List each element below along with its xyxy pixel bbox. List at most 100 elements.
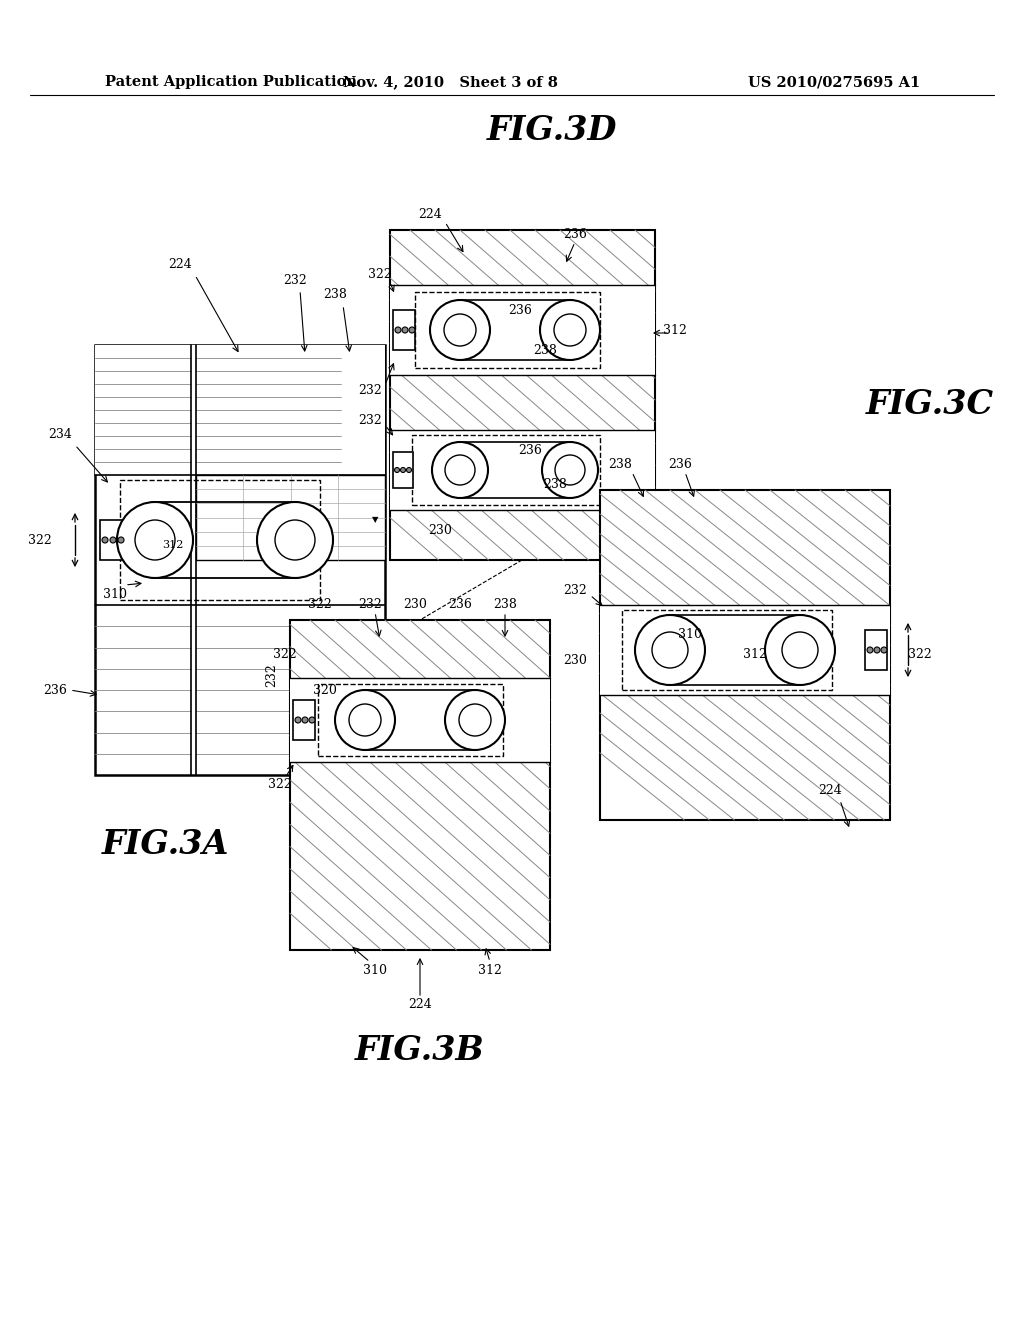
Text: 236: 236 — [518, 444, 542, 457]
Text: 236: 236 — [563, 228, 587, 242]
Text: 224: 224 — [168, 259, 191, 272]
Text: 230: 230 — [403, 598, 427, 611]
Text: 230: 230 — [563, 653, 587, 667]
Bar — [415, 292, 600, 368]
Text: 238: 238 — [608, 458, 632, 471]
Bar — [100, 520, 125, 560]
Text: 238: 238 — [534, 343, 557, 356]
Bar — [393, 310, 415, 350]
Text: 312: 312 — [478, 964, 502, 977]
Text: 322: 322 — [308, 598, 332, 611]
Circle shape — [349, 704, 381, 737]
Bar — [865, 630, 887, 671]
Text: 232: 232 — [283, 273, 307, 286]
Circle shape — [110, 537, 116, 543]
Circle shape — [782, 632, 818, 668]
Text: 322: 322 — [908, 648, 932, 661]
Text: 312: 312 — [743, 648, 767, 661]
Text: 232: 232 — [265, 663, 279, 686]
Text: 224: 224 — [418, 209, 442, 222]
Bar — [600, 490, 890, 820]
Text: Nov. 4, 2010   Sheet 3 of 8: Nov. 4, 2010 Sheet 3 of 8 — [343, 75, 557, 88]
Bar — [120, 480, 319, 601]
Text: 310: 310 — [678, 628, 702, 642]
Circle shape — [309, 717, 315, 723]
Text: FIG.3A: FIG.3A — [101, 829, 228, 862]
Text: US 2010/0275695 A1: US 2010/0275695 A1 — [748, 75, 920, 88]
Bar — [390, 230, 655, 560]
Bar — [318, 684, 503, 756]
Bar — [412, 436, 600, 506]
Text: FIG.3D: FIG.3D — [486, 114, 617, 147]
Circle shape — [407, 467, 412, 473]
Text: 232: 232 — [358, 413, 382, 426]
Circle shape — [409, 327, 415, 333]
Bar — [95, 345, 385, 475]
Text: 224: 224 — [409, 998, 432, 1011]
Circle shape — [400, 467, 406, 473]
Text: 322: 322 — [273, 648, 297, 661]
Text: 322: 322 — [28, 533, 52, 546]
Text: 232: 232 — [358, 598, 382, 611]
Circle shape — [302, 717, 308, 723]
Text: 310: 310 — [362, 964, 387, 977]
Circle shape — [295, 717, 301, 723]
Bar — [290, 620, 550, 950]
Circle shape — [445, 690, 505, 750]
Text: ▼: ▼ — [372, 516, 378, 524]
Circle shape — [445, 455, 475, 484]
Circle shape — [395, 327, 401, 333]
Bar — [393, 451, 413, 488]
Bar — [390, 285, 655, 375]
Circle shape — [275, 520, 315, 560]
Circle shape — [542, 442, 598, 498]
Circle shape — [402, 327, 408, 333]
Text: FIG.3B: FIG.3B — [355, 1034, 485, 1067]
Text: 236: 236 — [668, 458, 692, 471]
Text: Patent Application Publication: Patent Application Publication — [105, 75, 357, 88]
Circle shape — [117, 502, 193, 578]
Circle shape — [102, 537, 108, 543]
Circle shape — [874, 647, 880, 653]
Circle shape — [118, 537, 124, 543]
Bar — [290, 678, 550, 762]
Circle shape — [444, 314, 476, 346]
Circle shape — [394, 467, 399, 473]
Text: 234: 234 — [48, 429, 72, 441]
Circle shape — [335, 690, 395, 750]
Text: 238: 238 — [494, 598, 517, 611]
Text: 236: 236 — [508, 304, 531, 317]
Circle shape — [881, 647, 887, 653]
Text: 232: 232 — [563, 583, 587, 597]
Bar — [95, 345, 385, 775]
Bar — [196, 475, 385, 560]
Circle shape — [540, 300, 600, 360]
Text: 232: 232 — [358, 384, 382, 396]
Text: 320: 320 — [313, 684, 337, 697]
Circle shape — [765, 615, 835, 685]
Text: 310: 310 — [103, 589, 127, 602]
Circle shape — [867, 647, 873, 653]
Text: 312: 312 — [163, 540, 183, 550]
Text: 322: 322 — [268, 779, 292, 792]
Circle shape — [135, 520, 175, 560]
Text: FIG.3C: FIG.3C — [866, 388, 994, 421]
Text: 236: 236 — [43, 684, 67, 697]
Circle shape — [652, 632, 688, 668]
Circle shape — [430, 300, 490, 360]
Text: 230: 230 — [428, 524, 452, 536]
Circle shape — [635, 615, 705, 685]
Bar — [293, 700, 315, 741]
Circle shape — [554, 314, 586, 346]
Text: 224: 224 — [818, 784, 842, 796]
Bar — [622, 610, 831, 690]
Text: 312: 312 — [664, 323, 687, 337]
Circle shape — [555, 455, 585, 484]
Text: 238: 238 — [323, 289, 347, 301]
Bar — [390, 430, 655, 510]
Circle shape — [459, 704, 490, 737]
Text: 322: 322 — [368, 268, 392, 281]
Circle shape — [257, 502, 333, 578]
Bar — [600, 605, 890, 696]
Circle shape — [432, 442, 488, 498]
